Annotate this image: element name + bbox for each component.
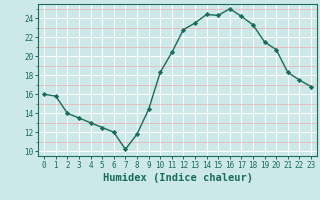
X-axis label: Humidex (Indice chaleur): Humidex (Indice chaleur) bbox=[103, 173, 252, 183]
